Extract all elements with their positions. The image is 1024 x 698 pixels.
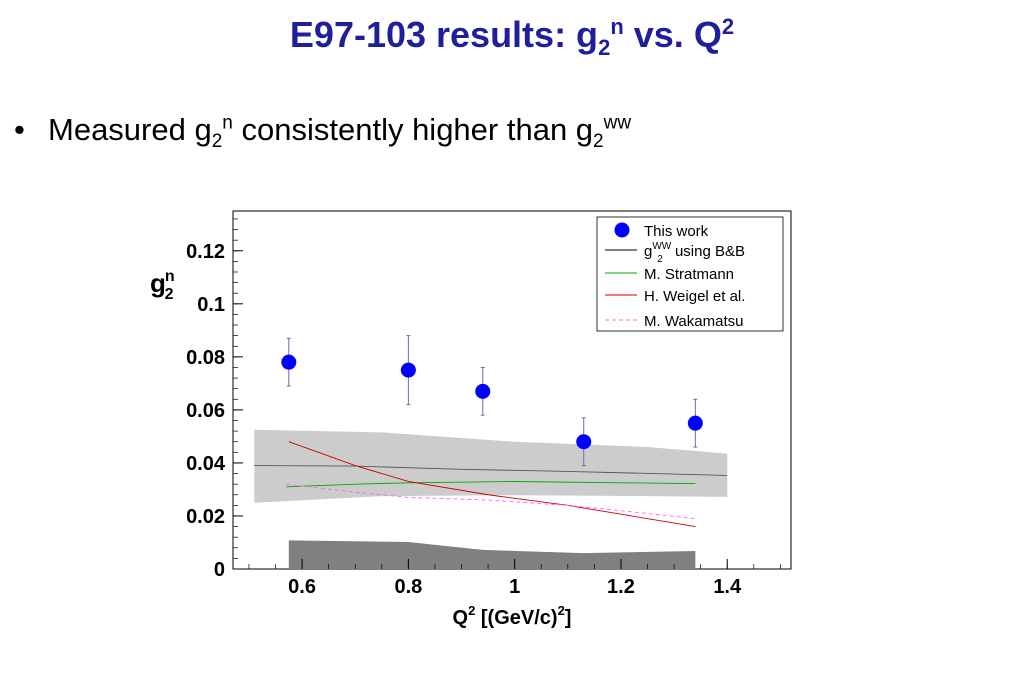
data-point-5 [687, 415, 703, 431]
legend-label: M. Wakamatsu [644, 313, 743, 330]
y-tick-label: 0.02 [186, 506, 225, 528]
x-tick-label: 1.2 [607, 576, 635, 598]
x-tick-label: 0.6 [288, 576, 316, 598]
x-axis-label: Q2 [(GeV/c)2] [453, 603, 572, 629]
data-point-1 [281, 354, 297, 370]
y-tick-label: 0 [214, 559, 225, 581]
data-point-3 [475, 383, 491, 399]
g2ww-uncertainty-band [254, 429, 728, 503]
weigel-line [288, 441, 696, 528]
systematic-error-band [288, 540, 696, 569]
y-tick-label: 0.1 [197, 294, 225, 316]
legend-label: This work [644, 223, 709, 240]
bullet-point: • Measured g2n consistently higher than g… [14, 112, 632, 153]
bullet-dot-icon: • [14, 112, 25, 147]
y-tick-label: 0.06 [186, 400, 225, 422]
y-tick-label: 0.12 [186, 241, 225, 263]
legend-frame [596, 216, 784, 332]
wakamatsu-line [286, 483, 696, 520]
x-tick-label: 1 [509, 576, 520, 598]
g2ww-bb-line [254, 465, 728, 476]
data-point-4 [576, 434, 592, 450]
y-tick-label: 0.04 [186, 453, 226, 475]
legend-label: M. Stratmann [644, 266, 734, 283]
y-axis-label: gn 2 [150, 268, 175, 303]
data-point-2 [400, 362, 416, 378]
slide-title: E97-103 results: g2n vs. Q2 [289, 14, 735, 61]
stratmann-line [286, 481, 696, 488]
legend-marker-icon [614, 222, 630, 238]
y-tick-label: 0.08 [186, 347, 225, 369]
x-tick-label: 1.4 [713, 576, 742, 598]
x-tick-label: 0.8 [394, 576, 422, 598]
legend-label: gWW 2 using B&B [644, 241, 745, 265]
legend-label: H. Weigel et al. [644, 288, 745, 305]
